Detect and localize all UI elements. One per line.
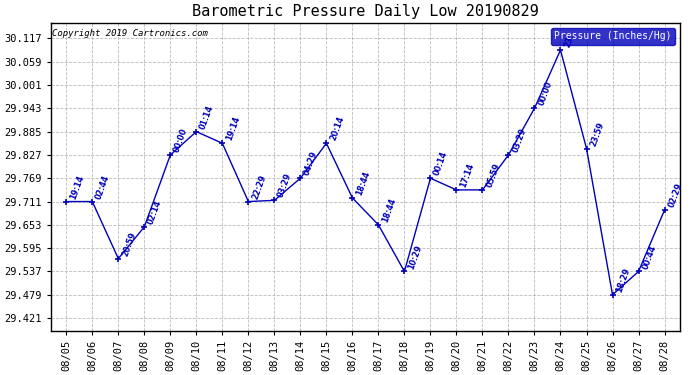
Text: Copyright 2019 Cartronics.com: Copyright 2019 Cartronics.com <box>52 29 208 38</box>
Text: 00:00: 00:00 <box>172 127 190 154</box>
Text: 01:14: 01:14 <box>199 104 215 130</box>
Text: 23:59: 23:59 <box>589 120 606 147</box>
Text: 00:14: 00:14 <box>433 150 450 177</box>
Text: 00:00: 00:00 <box>537 80 553 107</box>
Text: 04:29: 04:29 <box>302 150 319 177</box>
Text: 20:14: 20:14 <box>328 115 346 142</box>
Text: 19:14: 19:14 <box>68 174 86 200</box>
Legend: Pressure (Inches/Hg): Pressure (Inches/Hg) <box>551 28 676 45</box>
Text: 18:29: 18:29 <box>615 267 632 294</box>
Text: 22:29: 22:29 <box>250 173 268 200</box>
Text: 03:29: 03:29 <box>511 127 528 154</box>
Text: 10:29: 10:29 <box>406 243 424 270</box>
Text: 19:14: 19:14 <box>224 115 241 142</box>
Text: 02:44: 02:44 <box>95 173 112 200</box>
Text: 18:44: 18:44 <box>355 170 372 197</box>
Text: 00:44: 00:44 <box>640 243 658 270</box>
Text: 05:59: 05:59 <box>484 162 502 189</box>
Text: 20:59: 20:59 <box>120 231 137 257</box>
Text: 03:29: 03:29 <box>277 172 294 199</box>
Text: 17:14: 17:14 <box>459 162 475 189</box>
Text: 23:: 23: <box>562 32 576 49</box>
Text: 02:14: 02:14 <box>146 199 164 226</box>
Text: 18:44: 18:44 <box>380 197 397 223</box>
Text: 02:29: 02:29 <box>667 182 684 209</box>
Title: Barometric Pressure Daily Low 20190829: Barometric Pressure Daily Low 20190829 <box>192 4 539 19</box>
